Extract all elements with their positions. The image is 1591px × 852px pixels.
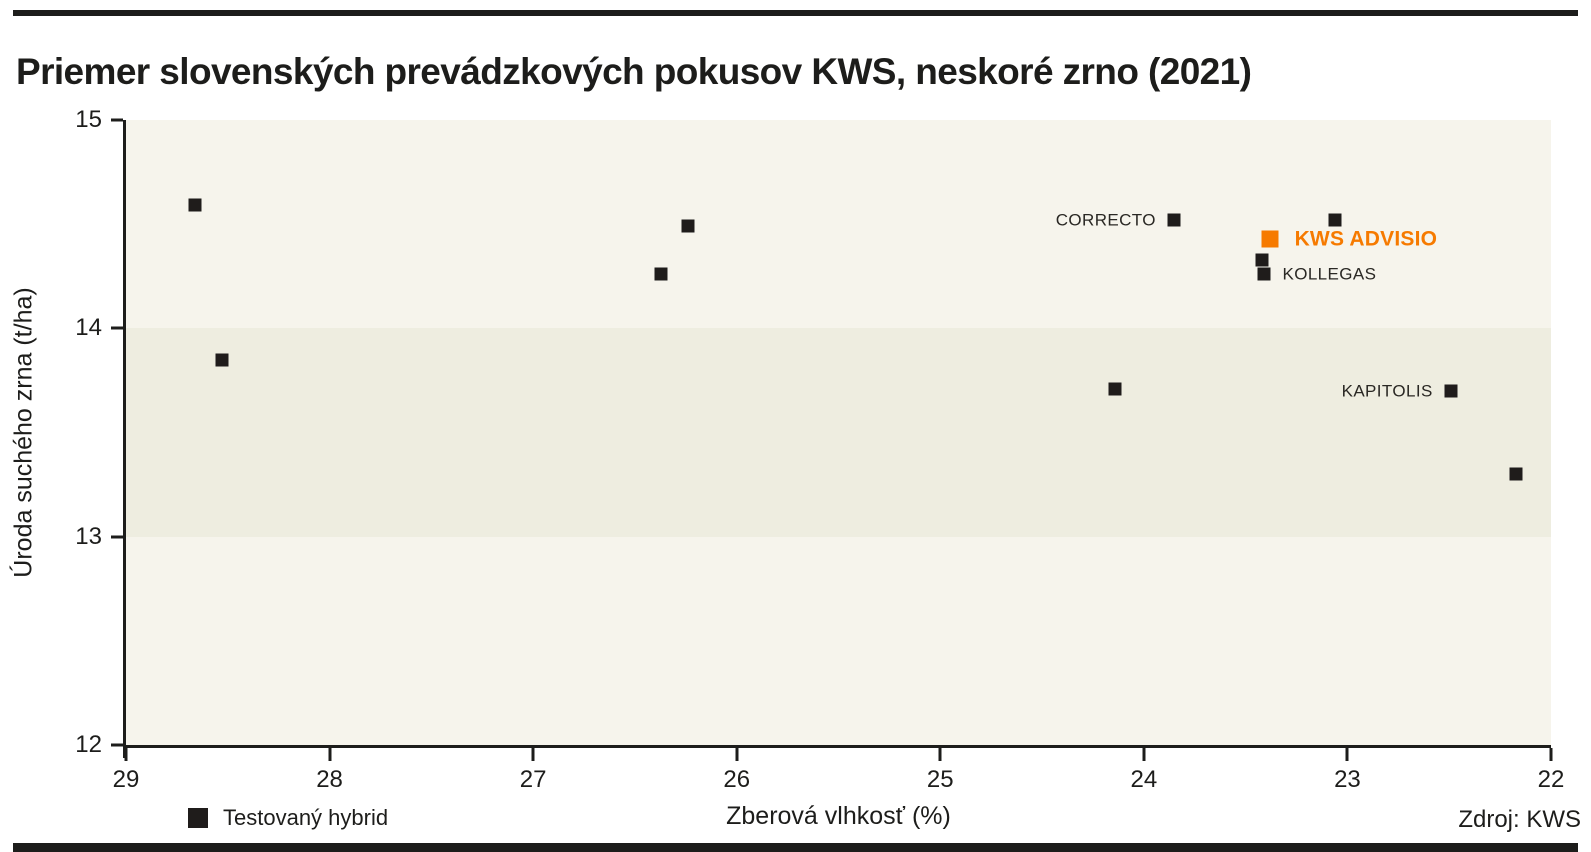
x-tick-label: 28 bbox=[316, 766, 343, 793]
plot-band bbox=[126, 120, 1551, 329]
plot-area: 15 14 13 12 29 28 27 26 25 24 23 22 CORRECTO KOLLEGA… bbox=[75, 106, 1564, 793]
y-axis-title-text: Úroda suchého zrna (t/ha) bbox=[9, 287, 38, 578]
x-tick-mark bbox=[328, 748, 332, 761]
data-point bbox=[1255, 253, 1269, 267]
data-point bbox=[1444, 384, 1458, 398]
y-tick-label: 14 bbox=[75, 314, 102, 342]
data-point bbox=[188, 198, 202, 212]
legend: Testovaný hybrid bbox=[188, 805, 388, 831]
x-tick-label: 22 bbox=[1537, 766, 1565, 793]
legend-square-marker bbox=[188, 808, 208, 828]
chart-title: Priemer slovenských prevádzkových pokuso… bbox=[16, 50, 1252, 92]
x-tick-mark bbox=[531, 748, 535, 761]
data-point bbox=[1108, 382, 1122, 396]
data-point bbox=[1167, 213, 1181, 227]
y-tick-label: 15 bbox=[75, 106, 102, 133]
y-tick-label: 13 bbox=[75, 522, 102, 550]
data-point bbox=[1257, 267, 1271, 281]
x-tick-label: 23 bbox=[1334, 766, 1361, 793]
y-tick-label: 12 bbox=[75, 731, 102, 758]
x-tick-mark bbox=[1142, 748, 1146, 761]
plot-band bbox=[126, 328, 1551, 537]
legend-label: Testovaný hybrid bbox=[223, 805, 389, 830]
data-point-label: KAPITOLIS bbox=[1341, 381, 1433, 401]
top-divider-bar bbox=[13, 10, 1578, 16]
x-axis-title: Zberová vlhkosť (%) bbox=[726, 802, 951, 830]
y-tick-mark bbox=[111, 118, 123, 122]
highlight-data-point bbox=[1261, 230, 1279, 248]
y-tick-mark bbox=[111, 743, 123, 747]
y-axis-line bbox=[123, 120, 126, 758]
y-tick-mark bbox=[111, 535, 123, 539]
x-tick-label: 26 bbox=[723, 766, 751, 793]
x-tick-label: 24 bbox=[1130, 766, 1158, 793]
x-tick-mark bbox=[735, 748, 739, 761]
data-point bbox=[1328, 213, 1342, 227]
data-point bbox=[215, 353, 229, 367]
y-tick-mark bbox=[111, 326, 123, 330]
data-point bbox=[681, 219, 695, 233]
source-credit: Zdroj: KWS bbox=[1458, 806, 1581, 833]
data-point bbox=[1509, 467, 1523, 481]
x-tick-label: 29 bbox=[112, 766, 140, 793]
x-tick-mark bbox=[124, 748, 128, 761]
bottom-divider-bar bbox=[13, 843, 1578, 852]
x-axis-line bbox=[123, 745, 1551, 748]
x-tick-mark bbox=[938, 748, 942, 761]
data-point-label: KOLLEGAS bbox=[1282, 264, 1377, 284]
y-axis-title: Úroda suchého zrna (t/ha) bbox=[2, 120, 46, 745]
data-point-label: KWS ADVISIO bbox=[1294, 227, 1438, 251]
x-tick-label: 25 bbox=[926, 766, 954, 793]
x-tick-mark bbox=[1345, 748, 1349, 761]
data-point bbox=[654, 267, 668, 281]
plot-band bbox=[126, 536, 1551, 745]
x-tick-label: 27 bbox=[519, 766, 547, 793]
data-point-label: CORRECTO bbox=[1055, 210, 1156, 230]
x-tick-mark bbox=[1549, 748, 1553, 761]
